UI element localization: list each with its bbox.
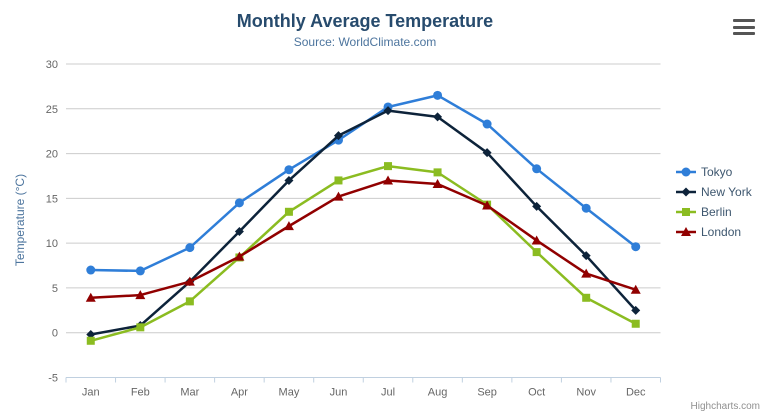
data-point-berlin-nov[interactable] xyxy=(582,293,591,302)
data-point-tokyo-sep[interactable] xyxy=(482,119,492,129)
data-point-berlin-dec[interactable] xyxy=(631,319,640,328)
y-axis-title: Temperature (°C) xyxy=(13,173,27,267)
data-point-berlin-may[interactable] xyxy=(284,207,293,216)
data-point-berlin-aug[interactable] xyxy=(433,168,442,177)
x-axis-label: Jan xyxy=(82,387,100,399)
y-axis-label: 20 xyxy=(46,149,58,161)
x-axis-label: Dec xyxy=(626,387,646,399)
legend-marker-square-icon xyxy=(676,208,696,216)
legend-marker-shape xyxy=(681,167,691,177)
chart-title: Monthly Average Temperature xyxy=(236,11,494,31)
y-axis-label: 15 xyxy=(46,193,58,205)
legend-marker-diamond-icon xyxy=(676,187,696,197)
hamburger-bar xyxy=(733,32,755,35)
data-point-berlin-feb[interactable] xyxy=(136,323,145,332)
series-line-berlin xyxy=(89,164,637,343)
y-axis-label: 25 xyxy=(46,104,58,116)
x-axis-label: Feb xyxy=(131,387,150,399)
data-point-london-jun[interactable] xyxy=(333,191,344,201)
x-axis-label: Oct xyxy=(528,387,545,399)
y-axis-label: 10 xyxy=(46,238,58,250)
data-point-london-dec[interactable] xyxy=(630,284,641,294)
data-point-tokyo-apr[interactable] xyxy=(234,198,244,208)
data-point-tokyo-mar[interactable] xyxy=(185,243,195,253)
x-axis-label: Sep xyxy=(477,387,497,399)
legend-item-tokyo[interactable]: Tokyo xyxy=(676,162,752,182)
legend-label: Berlin xyxy=(701,205,732,219)
data-point-london-jan[interactable] xyxy=(85,292,96,302)
series-line-tokyo xyxy=(89,94,637,273)
data-point-london-mar[interactable] xyxy=(184,276,195,286)
data-point-london-may[interactable] xyxy=(283,221,294,231)
series-line-london xyxy=(89,179,637,300)
x-axis-label: Mar xyxy=(180,387,199,399)
data-point-new-york-sep[interactable] xyxy=(482,148,492,158)
legend-label: Tokyo xyxy=(701,165,733,179)
x-axis-label: Jul xyxy=(381,387,395,399)
x-axis-label: Nov xyxy=(576,387,596,399)
data-point-london-apr[interactable] xyxy=(234,251,245,261)
hamburger-bar xyxy=(733,19,755,22)
data-point-tokyo-aug[interactable] xyxy=(433,90,443,100)
legend-marker-shape xyxy=(681,187,691,197)
data-point-new-york-apr[interactable] xyxy=(234,226,244,236)
legend-item-new-york[interactable]: New York xyxy=(676,182,752,202)
legend: Tokyo New York Berlin London xyxy=(676,162,752,242)
data-point-tokyo-nov[interactable] xyxy=(581,203,591,213)
data-point-new-york-may[interactable] xyxy=(284,175,294,185)
x-axis-label: Jun xyxy=(330,387,348,399)
data-point-new-york-aug[interactable] xyxy=(433,112,443,122)
legend-marker-triangle-icon xyxy=(676,227,696,236)
data-point-tokyo-oct[interactable] xyxy=(532,164,542,174)
data-point-berlin-jan[interactable] xyxy=(86,336,95,345)
data-point-new-york-dec[interactable] xyxy=(631,305,641,315)
y-axis-label: -5 xyxy=(48,373,58,385)
data-point-tokyo-feb[interactable] xyxy=(135,266,145,276)
data-point-berlin-jul[interactable] xyxy=(384,162,393,171)
chart-subtitle: Source: WorldClimate.com xyxy=(293,35,437,49)
data-point-berlin-jun[interactable] xyxy=(334,176,343,185)
data-point-new-york-jan[interactable] xyxy=(86,330,96,340)
series-tokyo[interactable] xyxy=(86,90,641,276)
data-point-tokyo-may[interactable] xyxy=(284,165,294,175)
data-point-london-aug[interactable] xyxy=(432,179,443,189)
data-point-london-oct[interactable] xyxy=(531,235,542,245)
y-axis-label: 5 xyxy=(52,283,58,295)
data-point-new-york-oct[interactable] xyxy=(532,201,542,211)
series-london[interactable] xyxy=(85,175,641,302)
data-point-london-sep[interactable] xyxy=(482,200,493,210)
y-axis-label: 0 xyxy=(52,328,58,340)
data-point-berlin-mar[interactable] xyxy=(185,297,194,306)
legend-marker-shape xyxy=(681,227,691,236)
series-line-new-york xyxy=(89,109,637,336)
context-menu-hamburger-icon[interactable] xyxy=(733,19,755,35)
x-axis-label: Aug xyxy=(428,387,448,399)
x-axis-label: May xyxy=(279,387,300,399)
series-new-york[interactable] xyxy=(86,106,641,340)
legend-item-berlin[interactable]: Berlin xyxy=(676,202,752,222)
y-axis-label: 30 xyxy=(46,59,58,71)
data-point-tokyo-dec[interactable] xyxy=(631,242,641,252)
data-point-new-york-jul[interactable] xyxy=(383,106,393,116)
legend-label: London xyxy=(701,225,742,239)
x-axis-label: Apr xyxy=(231,387,248,399)
data-point-berlin-oct[interactable] xyxy=(532,248,541,257)
data-point-new-york-jun[interactable] xyxy=(333,131,343,141)
legend-item-london[interactable]: London xyxy=(676,222,752,242)
legend-marker-shape xyxy=(682,208,690,216)
hamburger-bar xyxy=(733,25,755,29)
data-point-london-jul[interactable] xyxy=(383,175,394,185)
highcharts-credits-link[interactable]: Highcharts.com xyxy=(690,401,760,412)
data-point-new-york-nov[interactable] xyxy=(581,251,591,261)
legend-label: New York xyxy=(701,185,752,199)
data-point-london-nov[interactable] xyxy=(581,268,592,278)
legend-marker-circle-icon xyxy=(676,167,696,177)
data-point-tokyo-jan[interactable] xyxy=(86,265,96,275)
data-point-london-feb[interactable] xyxy=(135,290,146,300)
